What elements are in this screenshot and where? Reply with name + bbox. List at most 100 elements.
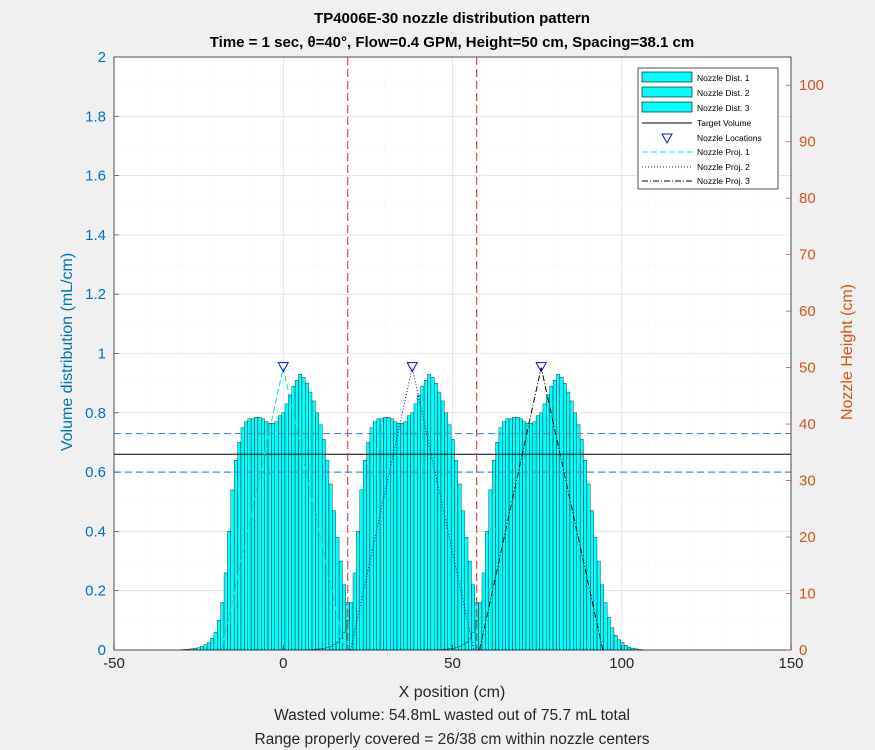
dist-1-bar <box>250 418 255 651</box>
dist-2-bar <box>352 572 357 651</box>
dist-1-bar <box>237 442 242 651</box>
dist-3-bar <box>627 646 632 651</box>
dist-1-bar <box>203 644 208 651</box>
dist-1-bar <box>305 382 309 651</box>
left-y-tick-label: 1.8 <box>85 108 106 125</box>
dist-3-bar <box>495 442 500 651</box>
dist-1-bar <box>315 412 319 651</box>
right-y-tick-label: 60 <box>799 303 816 320</box>
dist-2-bar <box>396 423 401 651</box>
dist-2-bar <box>332 644 337 651</box>
x-tick-label: 150 <box>778 655 803 672</box>
left-y-tick-label: 0 <box>98 642 106 659</box>
dist-1-bar <box>332 510 336 651</box>
dist-3-bar <box>569 400 574 651</box>
right-y-tick-label: 20 <box>799 529 816 546</box>
dist-1-bar <box>234 460 238 651</box>
dist-1-bar <box>308 391 313 651</box>
dist-1-bar <box>322 439 326 651</box>
dist-3-bar <box>593 537 598 651</box>
nozzle-proj-1 <box>221 367 346 651</box>
x-tick-label: 50 <box>444 655 461 672</box>
dist-1-bar <box>267 423 272 651</box>
legend-label-nozzle-locations: Nozzle Locations <box>697 133 762 143</box>
dist-1-bar <box>257 417 262 651</box>
dist-2-bar <box>461 510 465 651</box>
dist-3-bar <box>600 584 604 651</box>
dist-1-bar <box>301 377 306 651</box>
dist-2-bar <box>379 418 384 651</box>
dist-3-bar <box>552 380 557 651</box>
right-y-tick-label: 10 <box>799 586 816 603</box>
dist-2-bar <box>359 489 364 651</box>
dist-1-bar <box>220 602 225 651</box>
legend-label-dist-3: Nozzle Dist. 3 <box>697 103 750 113</box>
nozzle-location-icon <box>406 362 419 373</box>
right-y-tick-label: 100 <box>799 77 824 94</box>
dist-2-bar <box>349 602 354 651</box>
dist-2-bar <box>366 442 371 651</box>
legend-label-dist-1: Nozzle Dist. 1 <box>697 73 750 83</box>
legend-swatch-dist-3 <box>641 101 693 113</box>
legend-swatch-dist-1 <box>641 71 693 83</box>
dist-1-bar <box>281 412 286 651</box>
dist-3-bar <box>535 415 540 651</box>
dist-1-bar <box>274 421 279 651</box>
dist-2-bar <box>454 460 459 651</box>
dist-3-bar <box>586 483 591 651</box>
chart-subtitle: Time = 1 sec, θ=40°, Flow=0.4 GPM, Heigh… <box>210 34 694 51</box>
dist-3-bar <box>607 617 611 651</box>
dist-1-bar <box>210 637 214 651</box>
dist-3-bar <box>573 412 577 651</box>
dist-3-bar <box>529 423 533 651</box>
dist-3-bar <box>464 642 469 651</box>
dist-2-bar <box>430 377 435 651</box>
legend-label-dist-2: Nozzle Dist. 2 <box>697 88 750 98</box>
dist-2-bar <box>356 531 360 651</box>
dist-1-bar <box>278 415 282 651</box>
dist-3-bar <box>515 417 520 651</box>
legend-swatch-dist-2 <box>641 86 693 98</box>
dist-3-bar <box>512 417 516 651</box>
legend-label-proj-1: Nozzle Proj. 1 <box>697 147 750 157</box>
x-axis-label: X position (cm) <box>399 684 506 701</box>
nozzle-proj-2 <box>350 367 475 651</box>
chart-title: TP4006E-30 nozzle distribution pattern <box>314 10 590 27</box>
dist-3-bar <box>491 460 496 651</box>
dist-2-bar <box>420 385 425 651</box>
dist-1-bar <box>240 427 245 651</box>
dist-3-bar <box>532 421 537 651</box>
right-y-axis-ticks: 0 10 20 30 40 50 60 70 80 90 100 <box>786 77 824 659</box>
dist-3-bar <box>610 627 615 651</box>
dist-3-bar <box>461 644 466 651</box>
right-y-tick-label: 50 <box>799 360 816 377</box>
x-tick-label: 100 <box>609 655 634 672</box>
dist-3-bar <box>542 403 547 651</box>
left-y-axis-ticks: 0 0.2 0.4 0.6 0.8 1 1.2 1.4 1.6 1.8 2 <box>85 49 119 659</box>
dist-3-bar <box>579 439 584 651</box>
dist-1-bar <box>298 374 303 651</box>
legend-label-proj-3: Nozzle Proj. 3 <box>697 176 750 186</box>
dist-2-bar <box>393 421 398 651</box>
dist-3-bar <box>522 421 527 651</box>
dist-2-bar <box>369 427 374 651</box>
dist-2-bar <box>335 642 340 651</box>
dist-2-bar <box>400 423 404 651</box>
dist-1-bar <box>328 483 333 651</box>
left-y-tick-label: 0.2 <box>85 583 106 600</box>
dist-3-bar <box>505 418 510 651</box>
dist-2-bar <box>434 382 438 651</box>
dist-3-bar <box>485 531 489 651</box>
dist-3-bar <box>559 377 564 651</box>
dist-3-bar <box>623 645 628 651</box>
dist-1-bar <box>291 385 296 651</box>
dist-1-bar <box>335 537 340 651</box>
wasted-volume-caption: Wasted volume: 54.8mL wasted out of 75.7… <box>274 707 630 724</box>
dist-1-bar <box>217 620 221 651</box>
dist-2-bar <box>440 400 445 651</box>
dist-2-bar <box>427 374 431 651</box>
nozzle-projections <box>221 367 604 651</box>
dist-1-bar <box>206 642 211 651</box>
dist-2-bar <box>373 421 377 651</box>
